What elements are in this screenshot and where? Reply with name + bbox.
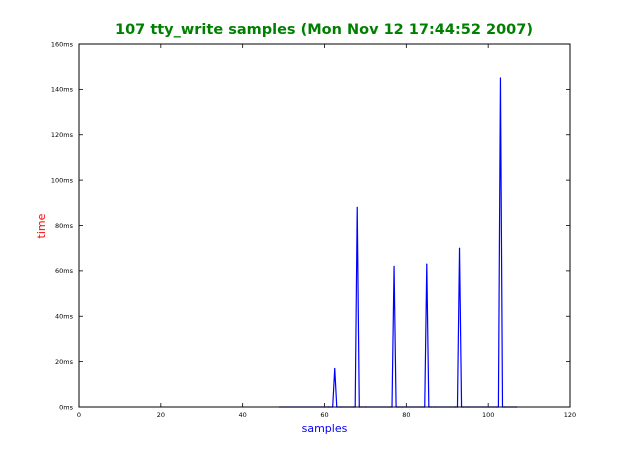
data-point: [356, 206, 358, 208]
plot-frame: [78, 43, 571, 408]
data-point: [334, 367, 336, 370]
y-tick-label: 80ms: [55, 222, 74, 230]
x-axis-label: samples: [302, 422, 348, 435]
y-tick-label: 100ms: [51, 176, 74, 184]
chart-title: 107 tty_write samples (Mon Nov 12 17:44:…: [115, 22, 533, 38]
plot-area: [79, 44, 570, 407]
y-tick-label: 0ms: [59, 403, 73, 411]
data-point: [458, 247, 461, 249]
y-tick-label: 20ms: [55, 358, 74, 366]
y-axis-label: time: [35, 213, 48, 238]
y-tick-label: 140ms: [51, 86, 74, 94]
x-tick-label: 80: [402, 411, 410, 419]
y-tick-labels: 0ms 20ms 40ms 60ms 80ms 100ms 120ms 140ms 160ms: [51, 40, 74, 411]
x-tick-label: 20: [157, 411, 165, 419]
data-point: [393, 265, 395, 267]
data-point: [499, 77, 502, 79]
x-tick-label: 120: [564, 411, 576, 419]
data-point: [426, 263, 428, 265]
y-tick-label: 160ms: [51, 40, 74, 48]
x-tick-labels: 0 20 40 60 80 100 120: [77, 411, 576, 419]
y-tick-label: 120ms: [51, 131, 74, 139]
y-tick-label: 60ms: [55, 267, 74, 275]
x-tick-label: 0: [77, 411, 81, 419]
x-tick-label: 100: [482, 411, 494, 419]
y-tick-label: 40ms: [55, 313, 74, 321]
x-tick-label: 40: [239, 411, 247, 419]
x-tick-label: 60: [320, 411, 328, 419]
